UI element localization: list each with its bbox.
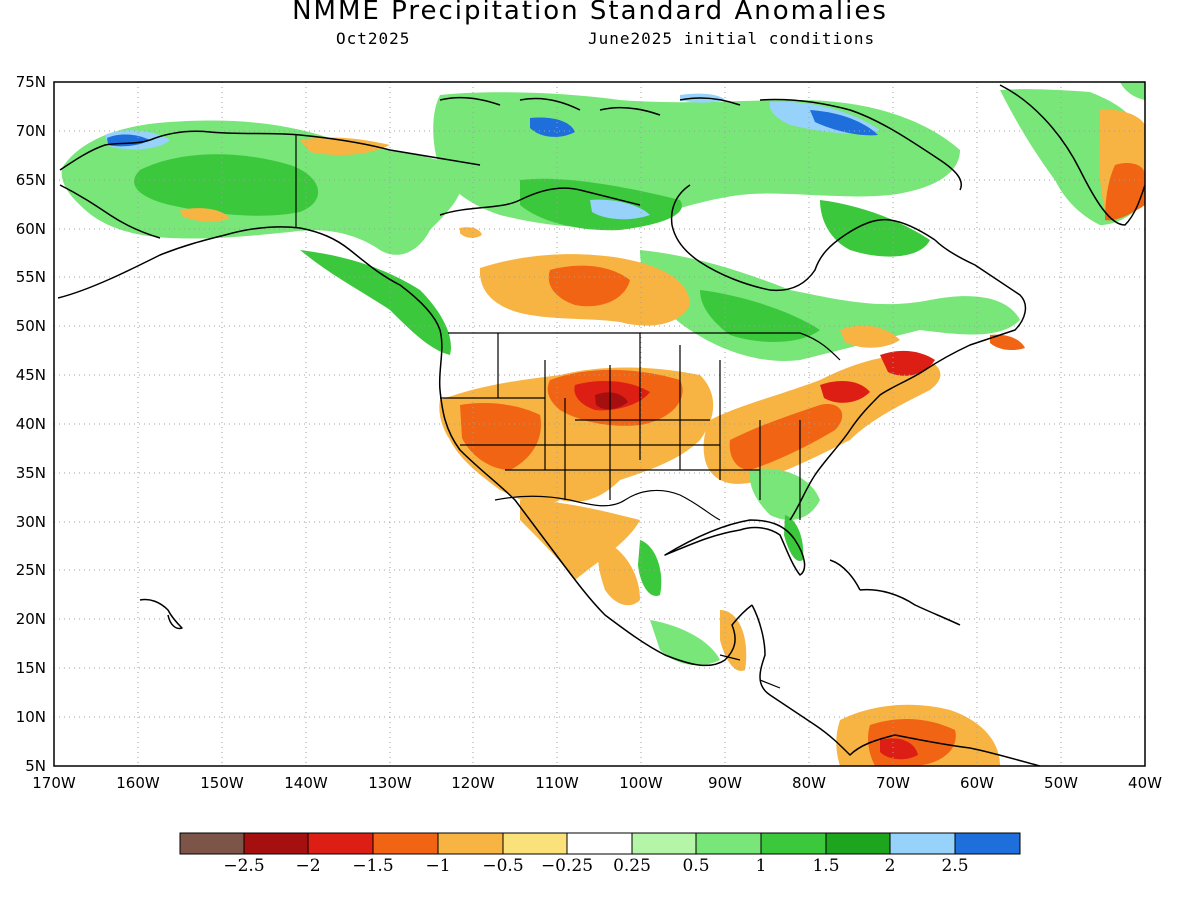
colorbar-bin-12 [889, 832, 956, 855]
lat-label-35n: 35N [15, 464, 46, 482]
lon-label-130w: 130W [368, 774, 412, 792]
lon-label-100w: 100W [619, 774, 663, 792]
lon-label-150w: 150W [200, 774, 244, 792]
lon-label-40w: 40W [1128, 774, 1162, 792]
colorbar-label: −2 [295, 856, 321, 876]
lon-label-90w: 90W [708, 774, 742, 792]
colorbar-label: 2 [884, 856, 896, 876]
colorbar-label: 0.25 [613, 856, 651, 876]
lon-label-120w: 120W [451, 774, 495, 792]
colorbar-label: −1 [425, 856, 451, 876]
colorbar-bin-7 [566, 832, 633, 855]
colorbar-label: −1.5 [352, 856, 394, 876]
lat-label-15n: 15N [15, 659, 46, 677]
colorbar-bin-6 [502, 832, 568, 855]
lon-label-60w: 60W [960, 774, 994, 792]
anomaly-shading [61, 82, 1145, 766]
colorbar-label: −0.5 [482, 856, 524, 876]
lat-label-50n: 50N [15, 317, 46, 335]
lat-label-55n: 55N [15, 268, 46, 286]
colorbar-label: 1.5 [812, 856, 840, 876]
lon-label-140w: 140W [284, 774, 328, 792]
plot-frame [53, 81, 1146, 767]
lat-label-75n: 75N [15, 73, 46, 91]
lat-label-20n: 20N [15, 610, 46, 628]
initial-conditions: June2025 initial conditions [588, 29, 876, 48]
lat-label-60n: 60N [15, 220, 46, 238]
colorbar-label: 1 [755, 856, 767, 876]
colorbar-bin-2 [243, 832, 309, 855]
lat-label-70n: 70N [15, 122, 46, 140]
colorbar-bin-1 [179, 832, 245, 855]
lon-label-160w: 160W [116, 774, 160, 792]
political-borders [295, 135, 841, 689]
colorbar-bin-5 [437, 832, 504, 855]
lat-label-45n: 45N [15, 366, 46, 384]
graticule [54, 82, 1145, 766]
colorbar-bin-8 [631, 832, 697, 855]
colorbar-label: −0.25 [540, 856, 594, 876]
colorbar-bin-4 [372, 832, 439, 855]
lon-label-110w: 110W [535, 774, 579, 792]
lat-label-25n: 25N [15, 561, 46, 579]
colorbar-bin-13 [954, 832, 1021, 855]
forecast-month: Oct2025 [336, 29, 411, 48]
lat-label-40n: 40N [15, 415, 46, 433]
lat-label-30n: 30N [15, 513, 46, 531]
lat-label-65n: 65N [15, 171, 46, 189]
colorbar [179, 832, 1021, 855]
lat-label-10n: 10N [15, 708, 46, 726]
coastlines [57, 84, 1145, 766]
colorbar-label: −2.5 [223, 856, 265, 876]
colorbar-label: 0.5 [682, 856, 710, 876]
colorbar-bin-9 [695, 832, 762, 855]
colorbar-label: 2.5 [941, 856, 969, 876]
lat-label-5n: 5N [25, 757, 46, 775]
lon-label-70w: 70W [876, 774, 910, 792]
lon-label-170w: 170W [32, 774, 76, 792]
colorbar-bin-3 [307, 832, 374, 855]
colorbar-bin-11 [825, 832, 891, 855]
lon-label-80w: 80W [792, 774, 826, 792]
map-title: NMME Precipitation Standard Anomalies [292, 0, 888, 26]
lon-label-50w: 50W [1044, 774, 1078, 792]
colorbar-bin-10 [760, 832, 827, 855]
